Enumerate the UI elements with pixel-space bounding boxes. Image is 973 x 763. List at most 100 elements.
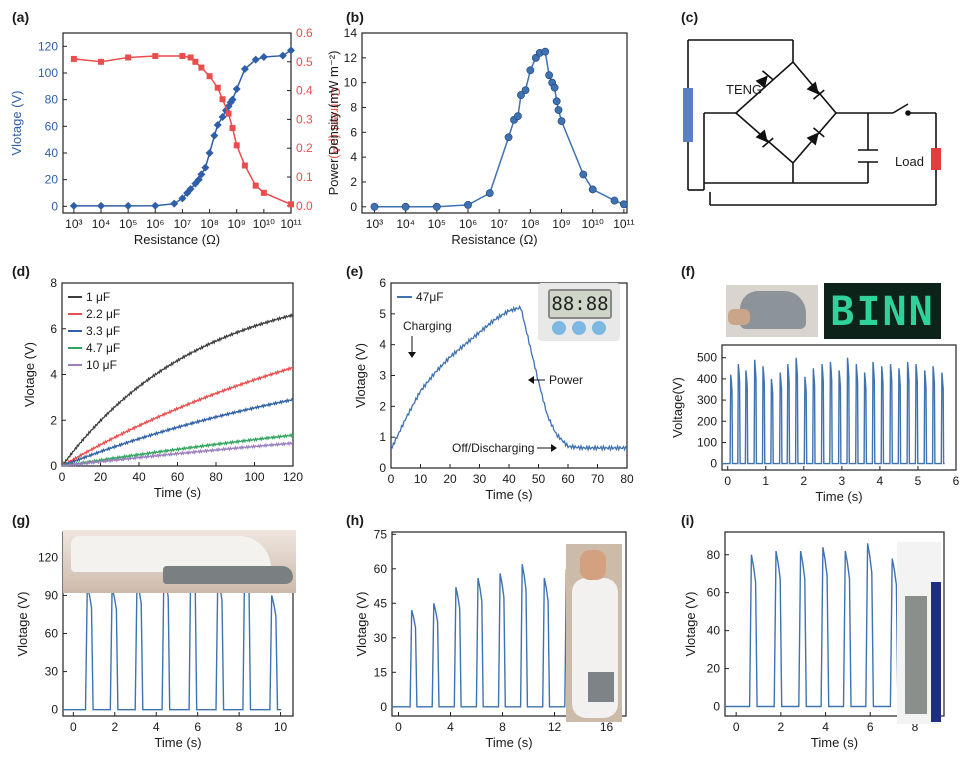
series-line-d [61, 366, 294, 468]
x-tick-label-g: 8 [236, 720, 243, 734]
data-point-a-right [233, 142, 240, 149]
diode-bar [761, 137, 774, 148]
y2-tick-label-a: 0.0 [296, 199, 313, 213]
diode-bottom-right [806, 127, 825, 146]
x-axis-label-d: Time (s) [154, 485, 201, 500]
y-tick-label-e: 3 [379, 369, 386, 383]
y-tick-label-f: 100 [697, 435, 717, 449]
plot-frame-h [391, 531, 627, 717]
y-tick-label-a: 100 [38, 66, 58, 80]
y-tick-label-b: 0 [350, 200, 357, 214]
y-tick-label-g: 30 [45, 665, 59, 679]
y2-axis-label-a: Current (μA) [328, 87, 343, 159]
series-line-f [722, 357, 945, 465]
annotation-discharging: Off/Discharging [452, 441, 534, 455]
circuit-diagram: TENG Load [683, 39, 941, 206]
series-line-d [61, 440, 294, 468]
data-point-b [541, 47, 550, 56]
data-point-b [517, 91, 525, 99]
data-point-a-left [124, 201, 133, 210]
load-resistor [931, 148, 941, 170]
data-point-b [588, 185, 597, 194]
y-tick-label-g: 90 [45, 588, 59, 602]
plot-frame-a [62, 32, 292, 214]
led-display-text: BINN [830, 289, 935, 335]
panel-label-f: (f) [681, 263, 695, 279]
data-point-a-left [170, 199, 179, 208]
y-tick-label-g: 120 [38, 550, 58, 564]
y-tick-label-d: 6 [50, 322, 57, 336]
x-tick-label-f: 6 [953, 474, 960, 488]
y-tick-label-f: 0 [710, 457, 717, 471]
data-point-b [504, 133, 513, 142]
y-tick-label-h: 15 [374, 665, 388, 679]
panel-label-h: (h) [346, 512, 364, 528]
switch-lever [892, 103, 909, 114]
load-label: Load [895, 154, 924, 169]
y-tick-label-b: 12 [344, 51, 358, 65]
data-point-b [545, 71, 554, 80]
sock-photo [63, 530, 296, 593]
series-line-g [63, 547, 282, 711]
x-tick-label-i: 0 [733, 720, 740, 734]
data-point-b [550, 83, 559, 92]
data-point-a-right [219, 96, 226, 103]
x-tick-label-h: 12 [548, 720, 562, 734]
arrowhead-charging [408, 352, 416, 358]
panel-label-g: (g) [12, 512, 30, 528]
y-tick-label-b: 8 [350, 100, 357, 114]
data-point-a-left [240, 65, 249, 73]
chart-a: 10³ 10⁴ 10⁵ 10⁶ 10⁷ 10⁸ 10⁹ 10¹⁰ 10¹¹ 0 20 40 60 80 10… [9, 26, 343, 247]
data-point-a-right [70, 55, 77, 62]
data-point-a-right [288, 201, 294, 208]
data-point-a-left [186, 185, 195, 193]
x-axis-label-e: Time (s) [485, 487, 532, 502]
series-line-d [61, 432, 294, 468]
bridge-rectifier [734, 60, 838, 165]
y-tick-label-f: 400 [697, 372, 717, 386]
y-tick-label-e: 2 [379, 399, 386, 413]
arm-sleeve-photo [897, 542, 941, 724]
switch-contact [905, 110, 911, 116]
y-tick-label-e: 6 [379, 276, 386, 290]
legend-label-d: 10 μF [86, 358, 117, 372]
x-axis-label-g: Time (s) [154, 735, 201, 750]
x-tick-label-e: 20 [443, 472, 457, 486]
x-axis-label-f: Time (s) [815, 489, 862, 504]
y-tick-label-b: 10 [344, 76, 358, 90]
data-point-a-right [229, 125, 236, 132]
data-point-a-left [287, 46, 295, 55]
data-point-a-right [206, 73, 213, 80]
data-point-a-right [260, 189, 267, 196]
data-point-a-left [232, 85, 241, 93]
data-point-a-right [192, 58, 199, 65]
x-tick-label-a: 10⁹ [227, 217, 246, 231]
y-tick-label-f: 200 [697, 414, 717, 428]
y2-tick-label-a: 0.6 [296, 26, 313, 40]
y-axis-label-a: Vlotage (V) [9, 90, 24, 155]
data-point-a-left [259, 53, 268, 61]
series-line-a-left [73, 49, 292, 207]
data-point-a-right [214, 84, 221, 91]
data-point-b [521, 86, 530, 95]
x-tick-label-g: 4 [153, 720, 160, 734]
y-tick-label-b: 14 [344, 26, 358, 40]
data-point-a-left [197, 170, 206, 179]
x-tick-label-f: 5 [915, 474, 922, 488]
data-point-b [401, 202, 410, 211]
y-tick-label-b: 4 [350, 150, 357, 164]
diode-bar [812, 127, 825, 138]
data-point-b [514, 112, 522, 121]
data-point-b [464, 201, 472, 209]
y-axis-label-i: Vlotage (V) [683, 591, 698, 656]
diode-triangle [755, 129, 768, 143]
series-line-d [61, 312, 294, 467]
x-tick-label-e: 10 [414, 472, 428, 486]
annotation-charging: Charging [403, 319, 452, 333]
diode-bar [761, 70, 774, 81]
data-point-a-left [201, 163, 210, 172]
y-tick-label-i: 0 [713, 700, 720, 714]
data-point-a-left [210, 131, 219, 140]
y-axis-label-b: Power Density (mW m⁻²) [326, 51, 341, 196]
